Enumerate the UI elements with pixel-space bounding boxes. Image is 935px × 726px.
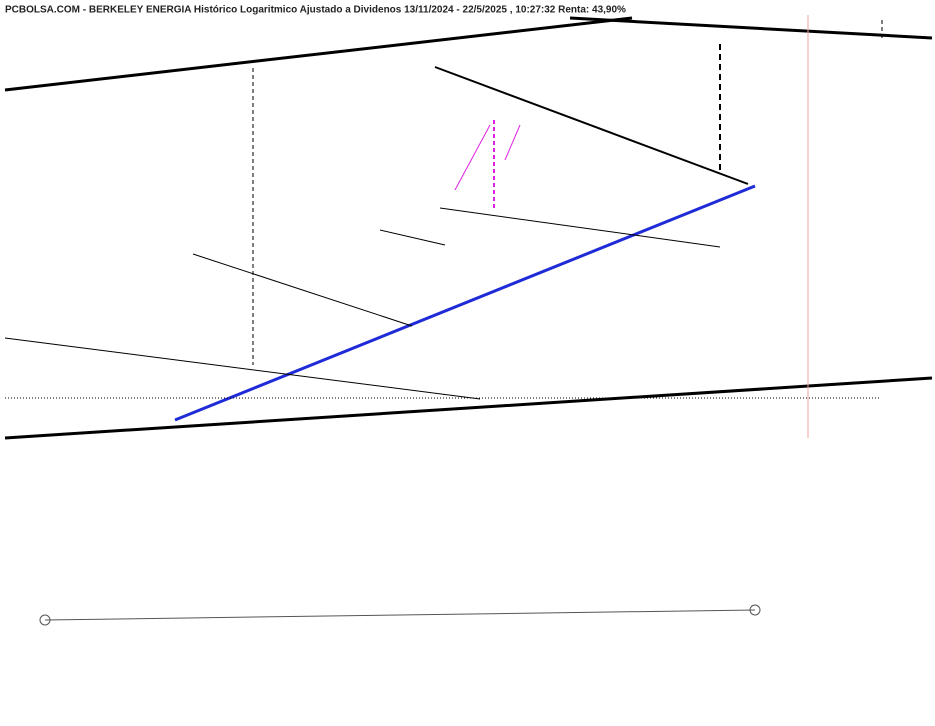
trendline — [192, 253, 413, 327]
rsi-anchor — [39, 614, 51, 626]
trendline — [379, 229, 446, 246]
trendline — [504, 124, 521, 161]
trendline — [439, 207, 721, 248]
trendline — [434, 66, 749, 185]
trendline — [454, 124, 491, 191]
trendline — [174, 184, 756, 422]
labels: PCBOLSA.COM - BERKELEY ENERGIA Histórico… — [5, 5, 626, 16]
rsi-trendline — [44, 609, 756, 621]
trendline — [4, 376, 933, 440]
chart-title: PCBOLSA.COM - BERKELEY ENERGIA Histórico… — [5, 5, 626, 16]
trendlines — [4, 15, 933, 626]
trendline — [4, 337, 481, 400]
rsi-anchor — [749, 604, 761, 616]
trendline — [569, 16, 933, 40]
trendline — [4, 16, 633, 92]
